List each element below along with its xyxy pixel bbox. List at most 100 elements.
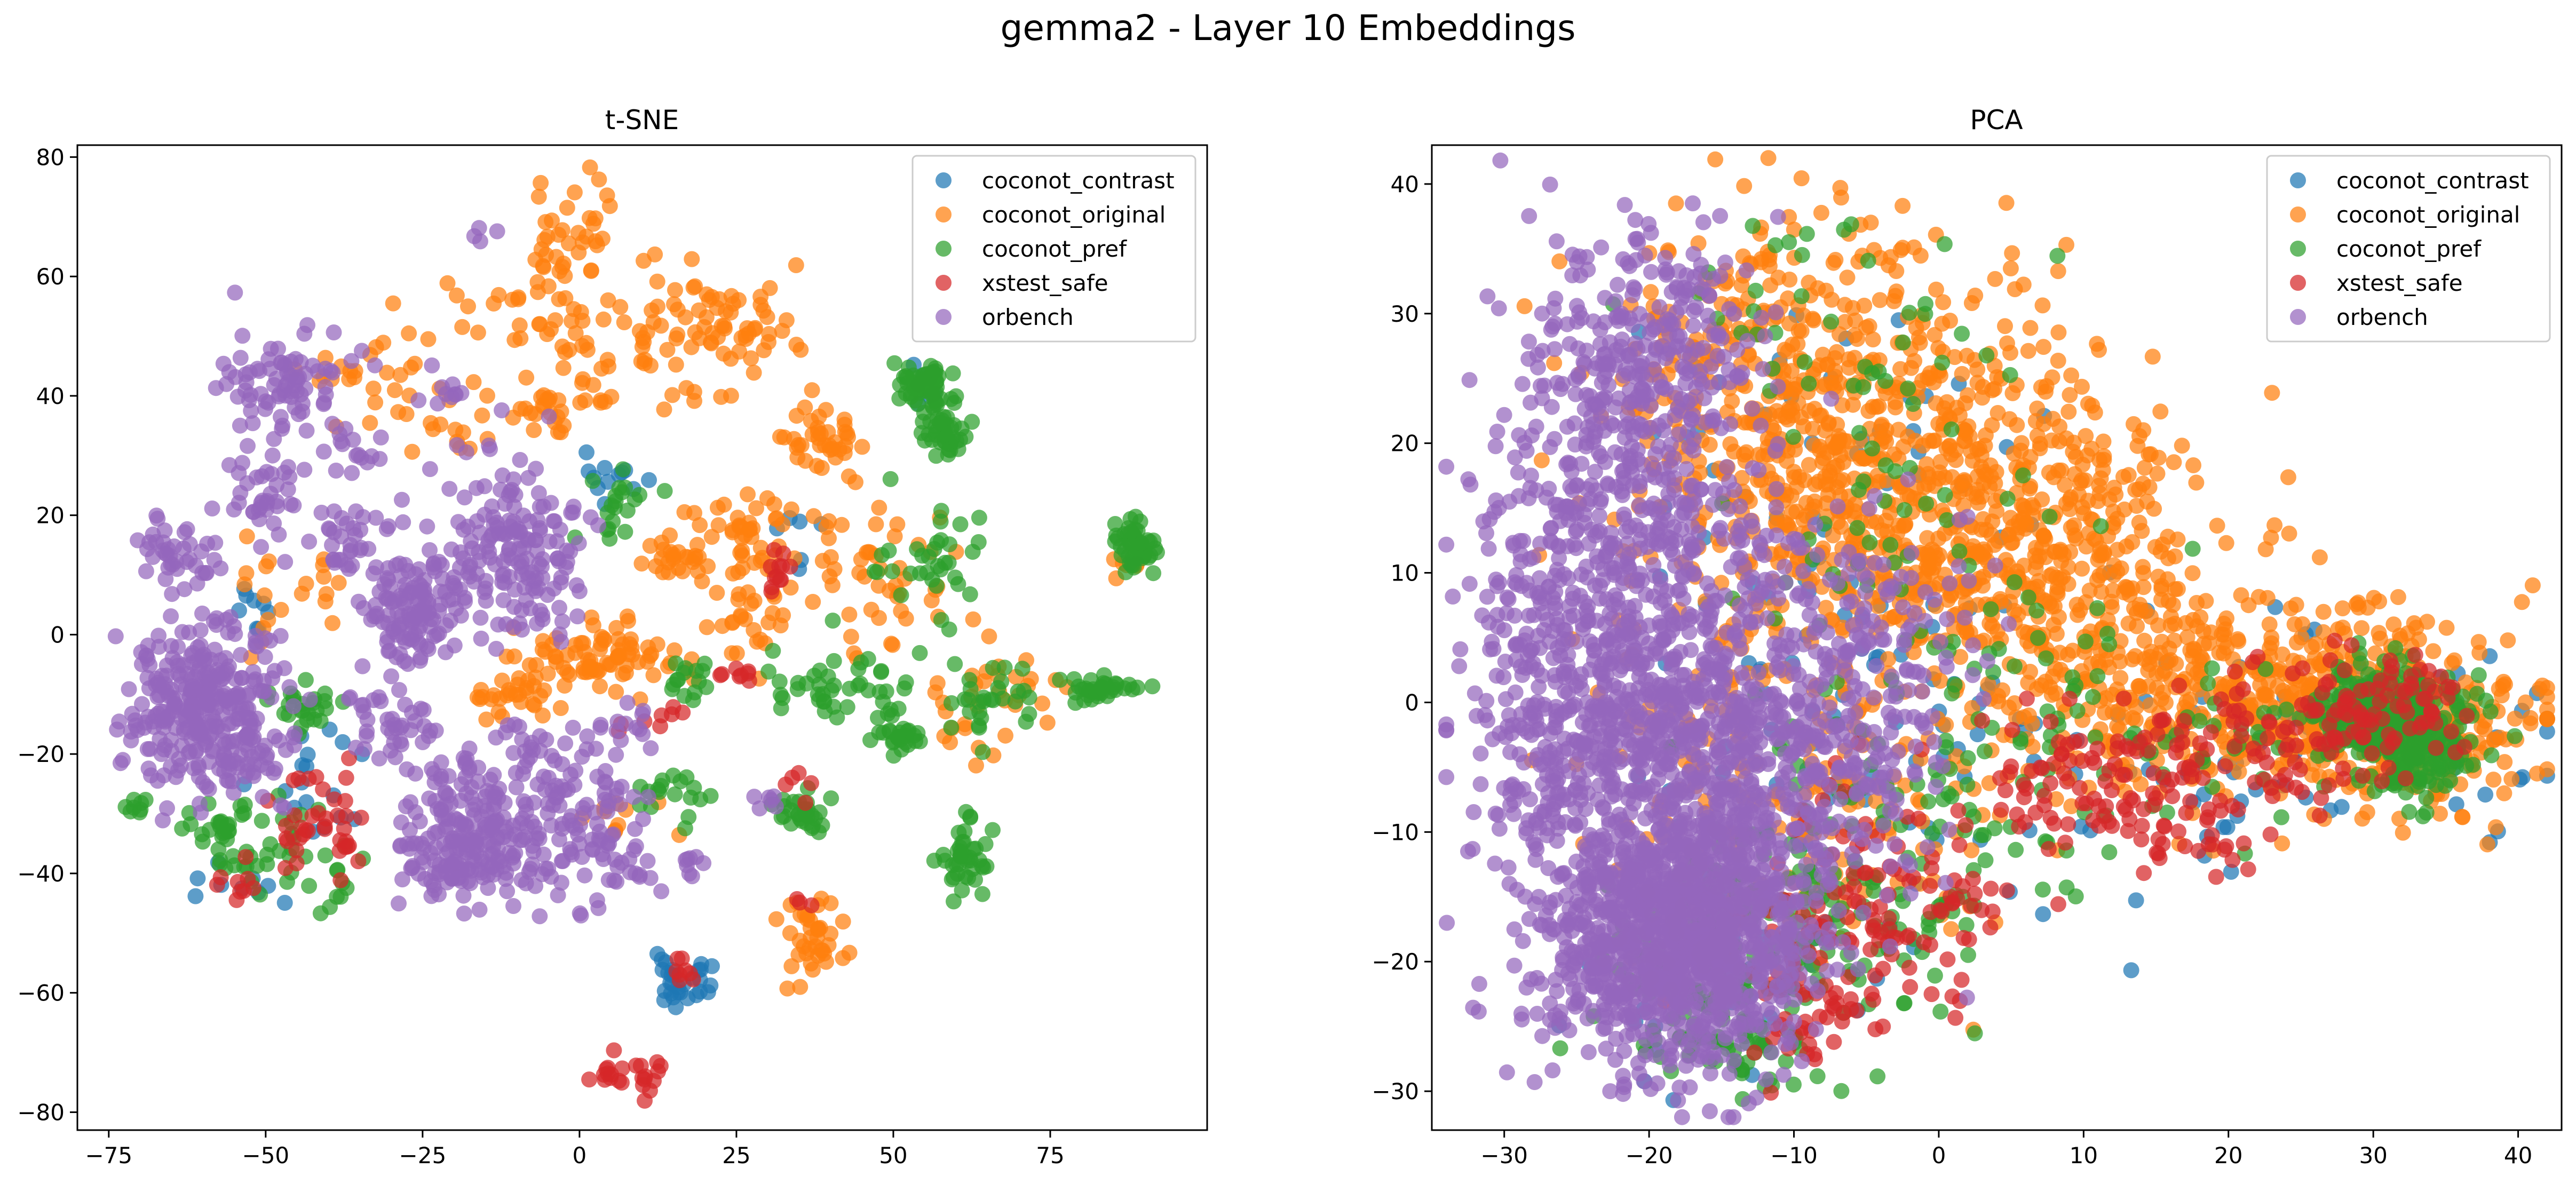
tsne-point — [187, 888, 204, 904]
pca-point — [2334, 600, 2351, 617]
pca-point — [1887, 399, 1904, 416]
tsne-point — [276, 895, 293, 911]
pca-point — [2043, 432, 2060, 449]
tsne-point — [667, 282, 683, 298]
pca-point — [2438, 619, 2455, 636]
pca-point — [1736, 178, 1753, 194]
pca-point — [1908, 320, 1924, 336]
pca-point — [1895, 197, 1911, 214]
pca-point — [2539, 689, 2555, 705]
pca-point — [2035, 906, 2051, 923]
tsne-point — [518, 369, 535, 386]
pca-point — [2174, 438, 2190, 454]
tsne-point — [685, 279, 702, 296]
pca-point — [2024, 716, 2040, 732]
pca-point — [2050, 353, 2066, 369]
pca-point — [2007, 281, 2023, 297]
pca-point — [1833, 519, 1849, 535]
tsne-point — [616, 314, 632, 330]
tsne-point — [699, 286, 715, 303]
pca-point — [2486, 732, 2502, 749]
pca-point — [1928, 395, 1944, 411]
pca-point — [2495, 678, 2511, 694]
pca-point — [2067, 530, 2084, 547]
pca-point — [2471, 645, 2488, 661]
tsne-point — [693, 956, 709, 972]
pca-point — [2116, 501, 2133, 518]
pca-point — [1813, 407, 1829, 424]
tsne-point — [791, 513, 808, 530]
pca-point — [1916, 479, 1932, 495]
pca-point — [2004, 245, 2020, 261]
pca-point — [1805, 312, 1822, 329]
tsne-point — [653, 317, 669, 334]
pca-point — [1807, 476, 1823, 492]
pca-point — [2135, 565, 2152, 581]
tsne-point — [582, 159, 598, 176]
tsne-point — [668, 356, 684, 373]
tsne-point — [601, 198, 618, 214]
pca-point — [2046, 543, 2063, 560]
pca-point — [2188, 474, 2205, 491]
tsne-point — [566, 301, 582, 317]
pca-point — [1987, 271, 2003, 287]
tsne-point — [612, 299, 629, 315]
pca-point — [1760, 150, 1777, 166]
pca-point — [2306, 650, 2323, 666]
pca-point — [1914, 372, 1930, 389]
pca-point — [1960, 387, 1976, 403]
tsne-point — [723, 288, 740, 304]
tsne-point — [788, 257, 804, 273]
pca-point — [2477, 786, 2494, 803]
pca-point — [2479, 836, 2495, 853]
pca-point — [2089, 336, 2105, 352]
pca-point — [2263, 629, 2280, 646]
tsne-point — [597, 460, 613, 476]
tsne-point — [298, 794, 314, 810]
tsne-point — [578, 444, 595, 460]
pca-point — [1812, 439, 1828, 455]
pca-point — [2333, 799, 2350, 815]
tsne-point — [392, 367, 409, 383]
pca-point — [2167, 616, 2183, 632]
pca-point — [2280, 469, 2296, 486]
pca-point — [2308, 636, 2324, 653]
pca-point — [2524, 577, 2541, 593]
pca-point — [1937, 526, 1953, 542]
pca-point — [2074, 456, 2091, 473]
tsne-point — [470, 324, 486, 341]
pca-point — [2074, 560, 2090, 577]
pca-point — [1959, 347, 1975, 364]
tsne-point — [644, 302, 660, 319]
pca-point — [1868, 399, 1885, 415]
tsne-point — [759, 309, 775, 325]
pca-point — [1887, 288, 1904, 304]
pca-point — [1938, 717, 1954, 733]
pca-point — [2131, 481, 2147, 497]
pca-point — [2218, 535, 2234, 551]
pca-point — [2002, 345, 2018, 361]
tsne-point — [566, 184, 583, 201]
tsne-point — [709, 300, 725, 316]
pca-point — [1837, 297, 1853, 313]
tsne-point — [490, 287, 507, 303]
tsne-point — [567, 325, 584, 341]
pca-point — [2211, 645, 2228, 661]
pca-point — [2135, 422, 2152, 439]
tsne-point — [511, 317, 528, 333]
pca-point — [2062, 387, 2078, 403]
pca-point — [2167, 548, 2183, 565]
pca-point — [1777, 341, 1793, 358]
pca-point — [1784, 400, 1800, 417]
pca-point — [2311, 549, 2328, 566]
tsne-point — [641, 472, 657, 488]
pca-point — [1990, 688, 2007, 704]
pca-point — [2233, 587, 2249, 603]
tsne-point — [460, 298, 476, 315]
pca-point — [2166, 454, 2182, 471]
tsne-point — [659, 341, 676, 358]
pca-point — [2002, 260, 2019, 276]
tsne-point — [559, 200, 575, 216]
pca-point — [2198, 593, 2214, 609]
tsne-point — [743, 350, 759, 367]
